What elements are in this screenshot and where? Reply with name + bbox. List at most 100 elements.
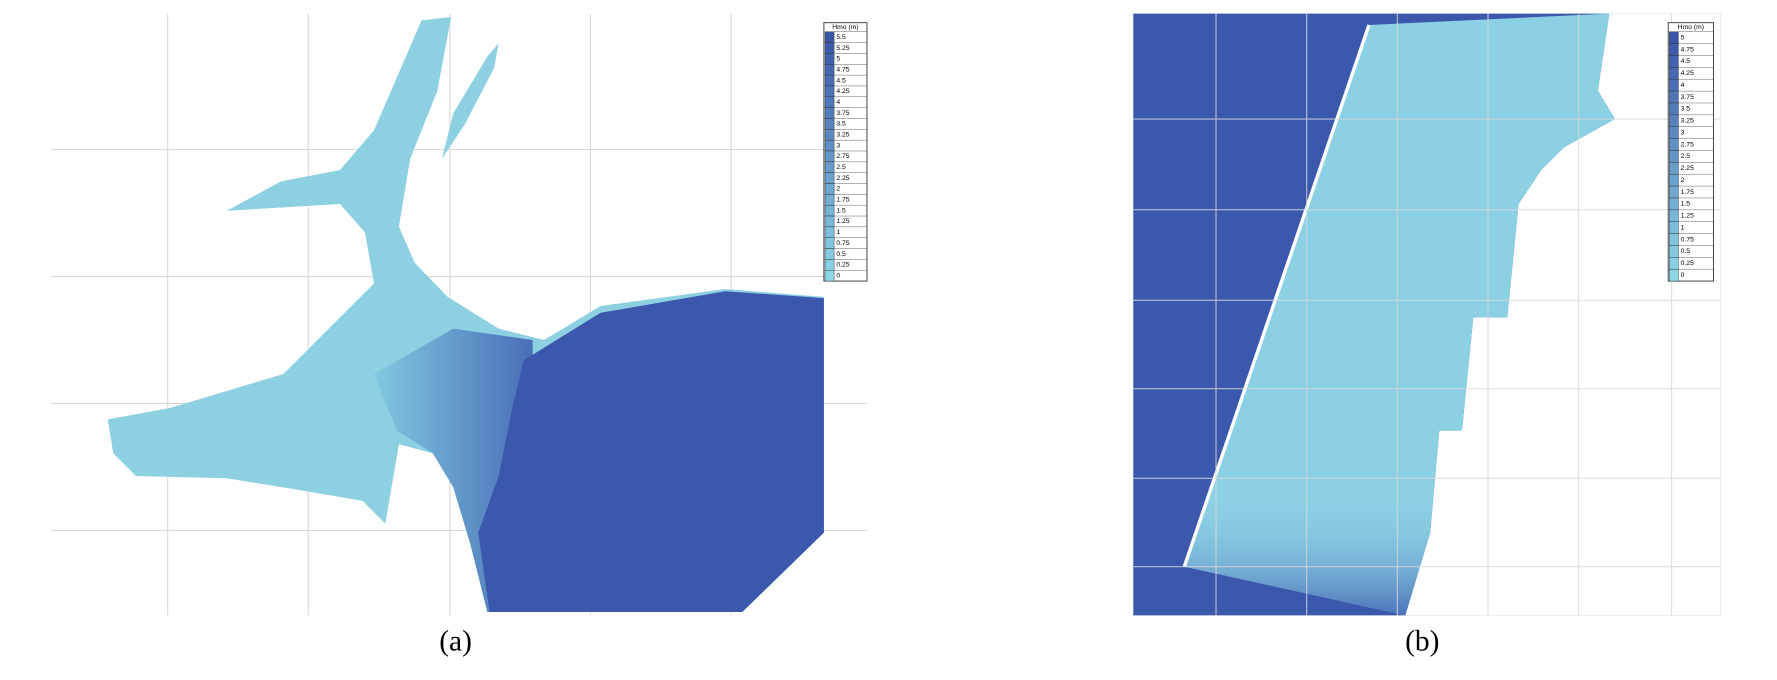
legend-swatch <box>1669 150 1679 163</box>
legend-label: 5.25 <box>836 45 849 52</box>
ocean <box>478 291 824 612</box>
legend-label: 4.25 <box>836 88 849 95</box>
legend-swatch <box>824 129 835 141</box>
grid-b <box>1133 13 1721 616</box>
legend-swatch <box>824 194 835 206</box>
legend-swatch <box>1669 173 1679 187</box>
legend-swatch <box>1669 221 1679 234</box>
legend-swatch <box>824 248 835 260</box>
caption-a: (a) <box>439 626 472 658</box>
legend-swatch <box>824 74 835 87</box>
panel-b <box>1133 13 1721 616</box>
legend-label: 2.25 <box>1681 165 1694 172</box>
legend-swatch <box>824 31 835 43</box>
legend-swatch <box>824 107 835 119</box>
legend-label: 1.75 <box>836 197 849 204</box>
legend-swatch <box>1669 233 1679 246</box>
legend-label: 1.25 <box>1681 213 1694 220</box>
legend-label: 3.75 <box>836 110 849 117</box>
legend-swatch <box>1669 67 1679 80</box>
legend-a: Hmo (m) 5.5 5.25 5 4.75 4.5 4.25 4 3.75 3.5 3.25 3 2… <box>823 22 868 282</box>
legend-swatch <box>824 42 835 54</box>
legend-swatch <box>1669 43 1679 56</box>
legend-label: 2.5 <box>836 164 846 171</box>
legend-swatch <box>824 150 835 163</box>
legend-swatch <box>1669 31 1679 44</box>
land <box>1405 13 1721 616</box>
legend-swatch <box>1669 257 1679 270</box>
legend-swatch <box>824 237 835 249</box>
legend-label: 0.5 <box>836 251 846 258</box>
legend-label: 1 <box>1681 224 1685 231</box>
panel-a <box>50 13 867 616</box>
legend-label: 0.75 <box>1681 236 1694 243</box>
boundary <box>1182 24 1371 568</box>
legend-label: 0.75 <box>836 240 849 247</box>
legend-label: 0 <box>836 272 840 279</box>
legend-label: 3.5 <box>1681 106 1691 113</box>
legend-swatch <box>1669 185 1679 199</box>
legend-label: 4 <box>1681 82 1685 89</box>
legend-label: 4 <box>836 99 840 106</box>
legend-label: 2 <box>836 186 840 193</box>
legend-label: 0.5 <box>1681 248 1691 255</box>
legend-swatch <box>824 270 835 282</box>
legend-swatch <box>824 139 835 152</box>
legend-label: 5 <box>836 56 840 63</box>
legend-label: 0.25 <box>1681 260 1694 267</box>
legend-b: Hmo (m) 5 4.75 4.5 4.25 4 3.75 3.5 3.25 3 2.75 2.5 2… <box>1667 22 1714 282</box>
legend-swatch <box>824 172 835 184</box>
legend-swatch <box>824 161 835 173</box>
legend-label: 2 <box>1681 177 1685 184</box>
legend-swatch <box>824 183 835 195</box>
legend-swatch <box>1669 114 1679 127</box>
harbor-arm <box>441 43 499 159</box>
legend-swatch <box>824 226 835 238</box>
legend-label: 3 <box>1681 129 1685 136</box>
legend-label: 2.25 <box>836 175 849 182</box>
legend-swatch <box>824 96 835 108</box>
legend-swatch <box>1669 245 1679 258</box>
legend-swatch <box>824 204 835 217</box>
legend-title: Hmo (m) <box>832 24 858 31</box>
legend-label: 0 <box>1681 272 1685 279</box>
legend-swatch <box>1669 138 1679 151</box>
legend-label: 3.5 <box>836 121 846 128</box>
legend-swatch <box>1669 126 1679 139</box>
legend-label: 1 <box>836 229 840 236</box>
legend-label: 1.25 <box>836 218 849 225</box>
legend-swatch <box>824 64 835 76</box>
legend-swatch <box>1669 268 1679 282</box>
legend-swatch <box>824 259 835 271</box>
legend-label: 2.75 <box>836 153 849 160</box>
legend-swatch <box>1669 102 1679 116</box>
legend-label: 2.75 <box>1681 141 1694 148</box>
legend-label: 4.5 <box>1681 58 1691 65</box>
legend-title: Hmo (m) <box>1678 24 1704 31</box>
legend-swatch <box>1669 162 1679 175</box>
legend-label: 3 <box>836 142 840 149</box>
legend-swatch <box>1669 90 1679 104</box>
legend-label: 3.75 <box>1681 94 1694 101</box>
legend-label: 4.75 <box>836 66 849 73</box>
legend-swatch <box>1669 79 1679 92</box>
legend-label: 4.75 <box>1681 46 1694 53</box>
legend-swatch <box>824 118 835 130</box>
legend-label: 4.5 <box>836 77 846 84</box>
legend-label: 1.75 <box>1681 189 1694 196</box>
legend-label: 5 <box>1681 34 1685 41</box>
caption-b: (b) <box>1405 626 1439 658</box>
legend-swatch <box>824 85 835 98</box>
legend-swatch <box>1669 55 1679 68</box>
legend-swatch <box>824 215 835 228</box>
legend-label: 0.25 <box>836 262 849 269</box>
legend-label: 4.25 <box>1681 70 1694 77</box>
legend-swatch <box>1669 197 1679 211</box>
legend-label: 1.5 <box>1681 201 1691 208</box>
legend-label: 5.5 <box>836 34 846 41</box>
nearshore-fade <box>1184 13 1615 616</box>
legend-label: 1.5 <box>836 207 846 214</box>
legend-label: 3.25 <box>1681 118 1694 125</box>
